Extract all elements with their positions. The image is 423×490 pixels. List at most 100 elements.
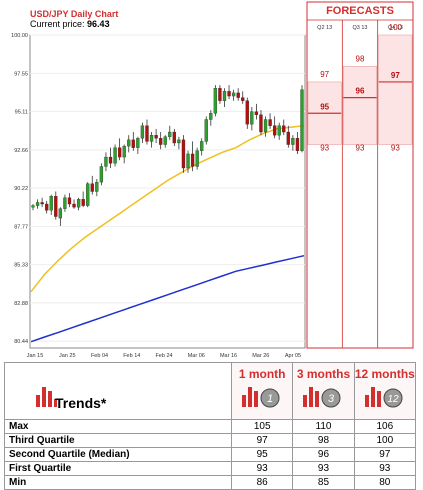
- trends-row-label: Max: [3, 419, 233, 434]
- candle: [263, 119, 268, 133]
- trends-cell: 80: [353, 475, 417, 490]
- trends-label: Trends*: [55, 395, 107, 411]
- trends-cell: 93: [292, 461, 355, 476]
- trends-col-label: 1 month: [238, 367, 286, 381]
- moving-average-line: [30, 254, 305, 343]
- candle: [67, 197, 72, 205]
- bar-chart-icon: 3: [303, 387, 341, 408]
- trends-cell: 86: [231, 475, 294, 490]
- x-tick-label: Jan 15: [27, 353, 44, 359]
- candle: [204, 119, 208, 142]
- x-tick-label: Feb 14: [123, 353, 140, 359]
- y-tick-label: 90.22: [14, 186, 28, 192]
- candle: [40, 202, 44, 205]
- y-tick-label: 92.66: [14, 148, 28, 154]
- trends-header-row: Trends* 1 month 1 3 months 3 12 months 1…: [3, 362, 417, 420]
- x-tick-label: Mar 06: [188, 353, 205, 359]
- y-tick-label: 95.11: [15, 110, 28, 116]
- chart-canvas: 100.00 97.55 95.11 92.66 90.22 87.77 85.33 82.8…: [11, 1, 414, 359]
- candle: [268, 119, 272, 126]
- y-tick-label: 97.55: [14, 71, 28, 77]
- icon-number: 12: [387, 394, 399, 405]
- candle: [222, 91, 227, 101]
- bar-chart-icon: 1: [242, 387, 280, 408]
- candle: [49, 196, 53, 211]
- candle: [54, 196, 58, 217]
- candle: [190, 153, 195, 167]
- candle: [140, 125, 145, 139]
- trends-cell: 110: [292, 419, 355, 434]
- candle: [154, 135, 158, 139]
- x-tick-label: Mar 16: [220, 353, 237, 359]
- candle: [131, 139, 135, 148]
- trends-row-label: Min: [3, 475, 233, 490]
- candle: [136, 138, 140, 148]
- candle: [149, 135, 154, 142]
- candle: [227, 91, 231, 97]
- forecast-high-label: 100: [389, 23, 403, 32]
- forecast-range-box: [343, 66, 377, 145]
- trends-col-12months: 12 months 12: [353, 362, 417, 420]
- trends-col-label: 12 months: [354, 367, 415, 381]
- forecast-median-label: 97: [391, 71, 400, 80]
- candle: [122, 145, 126, 158]
- trends-col-3months: 3 months 3: [292, 362, 355, 420]
- candle: [236, 92, 240, 98]
- candle: [300, 89, 304, 151]
- trends-cell: 106: [353, 419, 417, 434]
- forecast-low-label: 93: [356, 144, 365, 153]
- candle: [295, 138, 300, 151]
- candle: [163, 136, 167, 145]
- moving-average-line: [30, 125, 305, 293]
- bar-chart-icon: [36, 387, 57, 407]
- candle: [200, 141, 204, 151]
- trends-cell: 93: [231, 461, 294, 476]
- x-tick-label: Feb 24: [155, 353, 172, 359]
- trends-col-label: 3 months: [296, 367, 351, 381]
- candle: [95, 181, 99, 192]
- current-price-value: 96.43: [87, 19, 110, 29]
- candle: [63, 197, 67, 209]
- candle: [99, 166, 104, 183]
- trends-cell: 105: [231, 419, 294, 434]
- y-tick-label: 80.44: [14, 339, 28, 345]
- trends-cell: 98: [292, 433, 355, 448]
- candle: [218, 88, 222, 101]
- y-tick-label: 82.88: [14, 301, 28, 307]
- trends-cell: 93: [353, 461, 417, 476]
- icon-number: 1: [267, 393, 273, 405]
- icon-number: 3: [328, 393, 335, 405]
- candle: [213, 88, 218, 114]
- candle: [259, 114, 263, 133]
- plot-area: [29, 34, 306, 349]
- candle: [72, 203, 76, 208]
- forecast-title: FORECASTS: [326, 5, 394, 17]
- candle: [159, 138, 163, 145]
- trends-cell: 85: [292, 475, 355, 490]
- candle: [186, 153, 190, 169]
- candle: [45, 203, 49, 211]
- trends-row-label: Third Quartile: [3, 433, 233, 448]
- forecast-range-box: [378, 34, 413, 145]
- candle: [76, 199, 81, 208]
- candle: [31, 205, 35, 208]
- candle: [254, 111, 259, 115]
- trends-row-median: Second Quartile (Median) 95 96 97: [3, 447, 417, 462]
- x-tick-label: Jan 25: [59, 353, 76, 359]
- candle: [35, 202, 40, 206]
- chart-title: USD/JPY Daily Chart: [30, 9, 119, 19]
- y-tick-label: 85.33: [14, 263, 28, 269]
- candle: [58, 208, 63, 219]
- trends-row-label: Second Quartile (Median): [3, 447, 233, 462]
- forecast-high-label: 97: [320, 70, 329, 79]
- trends-cell: 100: [353, 433, 417, 448]
- candle: [286, 131, 290, 145]
- candle: [104, 156, 108, 167]
- candle: [172, 131, 176, 144]
- candle: [168, 131, 172, 137]
- current-price: Current price: 96.43: [30, 19, 110, 29]
- candle: [86, 183, 90, 206]
- forecast-low-label: 93: [391, 144, 400, 153]
- candle: [282, 125, 286, 133]
- y-tick-label: 87.77: [14, 224, 28, 230]
